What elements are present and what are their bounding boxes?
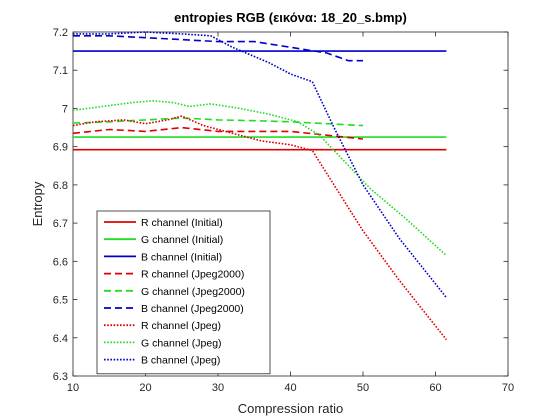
legend-label-5: B channel (Jpeg2000)	[141, 303, 244, 315]
x-tick-label: 30	[212, 382, 224, 394]
legend-label-7: G channel (Jpeg)	[141, 337, 222, 349]
legend-label-4: G channel (Jpeg2000)	[141, 286, 245, 298]
legend-label-6: R channel (Jpeg)	[141, 320, 221, 332]
y-tick-label: 6.5	[53, 295, 68, 307]
series-line-3	[72, 126, 364, 140]
series-line-6	[72, 115, 448, 341]
legend-label-8: B channel (Jpeg)	[141, 355, 220, 367]
x-tick-label: 70	[502, 382, 514, 394]
y-tick-label: 6.7	[53, 218, 68, 230]
legend-label-1: G channel (Initial)	[141, 234, 223, 246]
y-tick-label: 7.1	[53, 65, 68, 77]
y-tick-label: 6.3	[53, 371, 68, 383]
legend-box	[96, 210, 271, 375]
y-tick-label: 7.2	[53, 27, 68, 39]
series-line-8	[73, 31, 448, 299]
y-tick-label: 7	[62, 103, 68, 115]
x-tick-label: 50	[357, 382, 369, 394]
y-tick-label: 6.8	[53, 180, 68, 192]
y-tick-label: 6.9	[53, 142, 68, 154]
legend: R channel (Initial) G channel (Initial) B …	[96, 210, 271, 375]
series-line-4	[72, 117, 364, 127]
x-axis-label: Compression ratio	[238, 401, 344, 416]
series-line-5	[73, 34, 363, 62]
legend-label-2: B channel (Initial)	[141, 251, 222, 263]
x-tick-label: 20	[139, 382, 151, 394]
legend-label-3: R channel (Jpeg2000)	[141, 269, 244, 281]
x-tick-label: 40	[284, 382, 296, 394]
x-tick-label: 10	[67, 382, 79, 394]
ticks-layer: 10 20 30 40 50 60 70 6.3 6.4 6.5 6.6 6.7 6.8 6.9 7 7.1 7…	[53, 27, 514, 394]
chart-title: entropies RGB (εικόνα: 18_20_s.bmp)	[174, 10, 407, 25]
y-tick-label: 6.6	[53, 256, 68, 268]
series-layer	[72, 31, 448, 341]
y-tick-label: 6.4	[53, 333, 68, 345]
legend-label-0: R channel (Initial)	[141, 217, 223, 229]
y-axis-label: Entropy	[30, 181, 45, 226]
x-tick-label: 60	[429, 382, 441, 394]
